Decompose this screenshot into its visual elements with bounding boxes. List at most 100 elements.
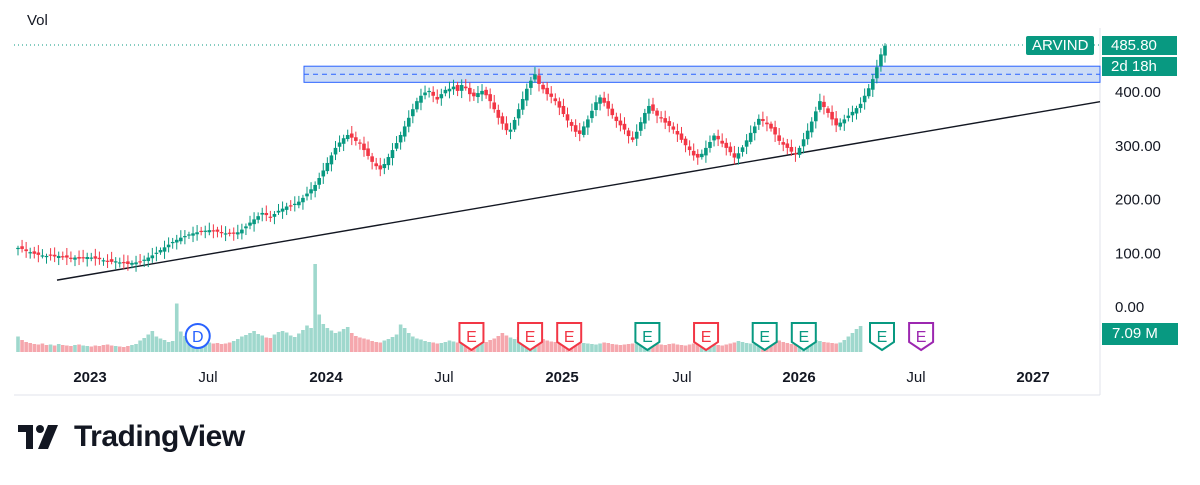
resistance-zone[interactable] [303, 65, 1101, 83]
earnings-marker[interactable]: E [458, 322, 485, 352]
time-tick-label: 2024 [309, 369, 343, 386]
volume-bar [850, 333, 855, 352]
volume-bar [309, 328, 313, 352]
volume-bar [313, 264, 317, 352]
candle-body [187, 234, 191, 236]
price-axis[interactable]: 0.00 100.00 200.00 300.00 400.00 [1115, 84, 1161, 316]
candle-body [236, 232, 240, 235]
candle-body [105, 260, 110, 262]
volume-bar [162, 340, 167, 352]
time-tick-label: 2023 [73, 369, 106, 386]
candle-body [48, 254, 53, 256]
earnings-marker[interactable]: E [790, 322, 817, 352]
candle-body [317, 178, 322, 185]
earnings-marker[interactable]: E [556, 322, 583, 352]
candle-body [134, 262, 138, 265]
volume-bar [545, 340, 549, 352]
symbol-tag[interactable]: ARVIND [1026, 36, 1095, 55]
earnings-marker[interactable]: E [693, 322, 720, 352]
candle-body [516, 109, 521, 119]
candle-body [663, 118, 667, 123]
trendline[interactable] [56, 100, 1101, 281]
candle-body [675, 131, 680, 135]
candle-body [386, 157, 391, 166]
candle-body [500, 116, 505, 124]
volume-bar [415, 338, 419, 352]
volume-bar [174, 303, 179, 352]
candle-body [313, 184, 317, 191]
price-tick-label: 0.00 [1115, 299, 1144, 316]
volume-bar [97, 346, 102, 352]
candle-body [622, 123, 627, 130]
volume-bar [480, 343, 484, 352]
candle-body [370, 156, 374, 162]
volume-bar [720, 345, 724, 352]
volume-bar [333, 333, 338, 352]
volume-bar [113, 346, 118, 352]
candle-body [268, 216, 273, 218]
volume-bar [484, 342, 488, 352]
candle-body [765, 122, 769, 125]
candle-body [154, 252, 159, 254]
volume-bar [691, 343, 696, 352]
candle-body [325, 162, 330, 172]
volume-bar [117, 346, 122, 352]
dividend-marker[interactable]: D [184, 323, 211, 349]
candle-body [728, 146, 733, 153]
volume-bar [297, 333, 301, 352]
volume-bar [69, 346, 73, 352]
earnings-marker[interactable]: E [634, 322, 661, 352]
candle-body [671, 126, 676, 130]
volume-bar [557, 343, 562, 352]
volume-indicator-label[interactable]: Vol [27, 12, 48, 29]
candle-body [40, 255, 45, 257]
tradingview-logo[interactable]: TradingView [18, 420, 245, 454]
volume-bar [476, 343, 480, 352]
volume-bar [146, 334, 151, 352]
candle-body [752, 126, 757, 134]
volume-bar [272, 334, 277, 352]
candle-body [56, 255, 61, 259]
candle-body [244, 226, 248, 229]
earnings-marker[interactable]: E [869, 322, 895, 352]
candle-body [472, 92, 476, 97]
volume-bar [378, 342, 383, 352]
candle-body [529, 80, 533, 88]
candle-body [781, 142, 786, 145]
candle-body [419, 95, 423, 103]
volume-bar [512, 339, 517, 352]
volume-bar [207, 342, 212, 352]
volume-bar [655, 344, 659, 352]
countdown-tag: 2d 18h [1102, 57, 1177, 76]
volume-bar [858, 326, 863, 352]
earnings-marker[interactable]: E [751, 322, 778, 352]
candle-body [455, 85, 460, 91]
volume-bar [130, 345, 134, 352]
volume-bar [594, 344, 598, 352]
volume-bar [667, 344, 672, 352]
candle-body [614, 116, 619, 122]
candle-body [309, 189, 313, 194]
candle-body [586, 119, 590, 128]
earnings-marker[interactable]: E [517, 322, 544, 352]
volume-bar [252, 331, 256, 352]
candle-body [292, 203, 297, 205]
event-marker-label: E [642, 329, 653, 346]
earnings-marker[interactable]: E [908, 322, 935, 352]
candle-body [28, 252, 33, 254]
volume-bar [288, 335, 293, 352]
candle-body [679, 133, 684, 140]
candle-body [349, 133, 354, 138]
event-marker-label: E [916, 329, 927, 346]
volume-bar [419, 339, 423, 352]
time-axis[interactable]: 2023 Jul 2024 Jul 2025 Jul 2026 Jul 2027 [73, 369, 1049, 386]
volume-bar [411, 336, 415, 352]
candle-body [561, 105, 566, 115]
candle-body [459, 85, 464, 91]
volume-bar [244, 335, 248, 352]
candle-body [411, 109, 415, 117]
candle-body [378, 165, 383, 170]
candle-body [708, 141, 712, 148]
